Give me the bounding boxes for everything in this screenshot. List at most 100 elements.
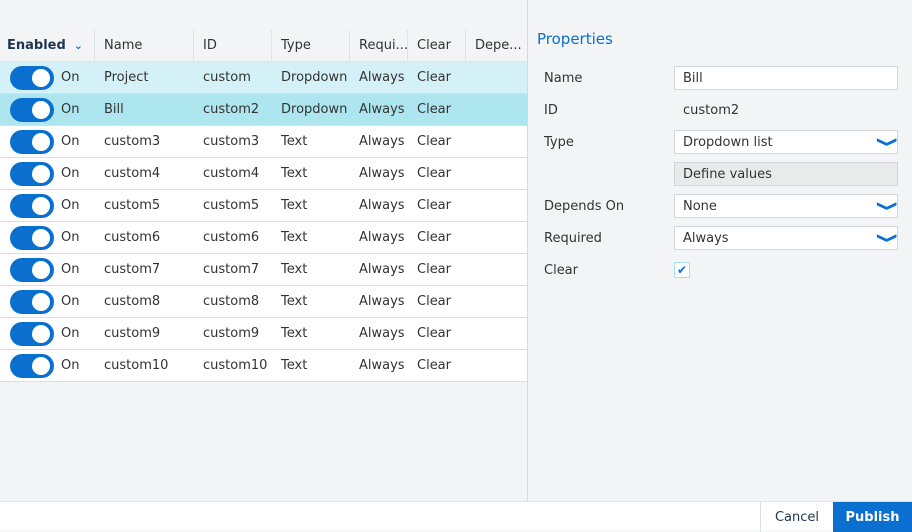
toggle-state: On <box>61 358 80 373</box>
column-header-clear[interactable]: Clear <box>408 30 466 61</box>
publish-button[interactable]: Publish <box>833 502 912 532</box>
toggle-state: On <box>61 262 80 277</box>
cell-required: Always <box>359 294 405 309</box>
toggle-state: On <box>61 134 80 149</box>
chevron-down-icon[interactable]: ⌄ <box>73 39 84 52</box>
cell-type: Text <box>281 198 308 213</box>
required-label: Required <box>544 230 602 246</box>
toggle-state: On <box>61 326 80 341</box>
cell-name: custom7 <box>104 262 161 277</box>
cell-clear: Clear <box>417 358 451 373</box>
cell-required: Always <box>359 262 405 277</box>
cell-clear: Clear <box>417 134 451 149</box>
cell-clear: Clear <box>417 326 451 341</box>
name-value: Bill <box>683 70 703 86</box>
toggle-state: On <box>61 166 80 181</box>
column-header-type[interactable]: Type <box>272 30 350 61</box>
enabled-toggle[interactable] <box>10 161 54 186</box>
properties-title: Properties <box>537 30 613 48</box>
column-header-name[interactable]: Name <box>95 30 194 61</box>
enabled-toggle[interactable] <box>10 193 54 218</box>
chevron-down-icon: ❯ <box>875 200 899 212</box>
required-select[interactable]: Always ❯ <box>674 226 898 250</box>
cell-id: custom5 <box>203 198 260 213</box>
cell-id: custom6 <box>203 230 260 245</box>
enabled-toggle[interactable] <box>10 321 54 346</box>
toggle-state: On <box>61 198 80 213</box>
table-row[interactable]: On custom4 custom4 Text Always Clear <box>0 158 527 190</box>
cell-name: Bill <box>104 102 124 117</box>
cell-clear: Clear <box>417 230 451 245</box>
enabled-toggle[interactable] <box>10 225 54 250</box>
custom-fields-table: Enabled ⌄ Name ID Type Requi... Clear Dep… <box>0 30 527 501</box>
type-value: Dropdown list <box>683 134 773 150</box>
cell-type: Text <box>281 358 308 373</box>
define-values-button[interactable]: Define values <box>674 162 898 186</box>
depends-on-label: Depends On <box>544 198 625 214</box>
cell-id: custom9 <box>203 326 260 341</box>
table-row[interactable]: On Project custom Dropdown Always Clear <box>0 62 527 94</box>
cell-required: Always <box>359 326 405 341</box>
cell-required: Always <box>359 358 405 373</box>
toggle-state: On <box>61 70 80 85</box>
id-value: custom2 <box>683 102 740 118</box>
cell-clear: Clear <box>417 166 451 181</box>
required-value: Always <box>683 230 729 246</box>
cell-clear: Clear <box>417 198 451 213</box>
pane-divider[interactable] <box>527 0 528 501</box>
cell-required: Always <box>359 134 405 149</box>
enabled-toggle[interactable] <box>10 257 54 282</box>
cell-type: Text <box>281 326 308 341</box>
depends-on-select[interactable]: None ❯ <box>674 194 898 218</box>
cell-required: Always <box>359 102 405 117</box>
cell-id: custom3 <box>203 134 260 149</box>
table-row[interactable]: On custom5 custom5 Text Always Clear <box>0 190 527 222</box>
chevron-down-icon: ❯ <box>875 136 899 148</box>
cell-required: Always <box>359 166 405 181</box>
table-row[interactable]: On custom9 custom9 Text Always Clear <box>0 318 527 350</box>
column-header-required[interactable]: Requi... <box>350 30 408 61</box>
name-label: Name <box>544 70 583 86</box>
cell-name: custom9 <box>104 326 161 341</box>
type-select[interactable]: Dropdown list ❯ <box>674 130 898 154</box>
clear-checkbox[interactable]: ✔ <box>674 262 690 278</box>
enabled-toggle[interactable] <box>10 97 54 122</box>
enabled-toggle[interactable] <box>10 289 54 314</box>
cell-id: custom8 <box>203 294 260 309</box>
name-input[interactable]: Bill <box>674 66 898 90</box>
cell-type: Text <box>281 166 308 181</box>
cell-required: Always <box>359 230 405 245</box>
cell-name: custom3 <box>104 134 161 149</box>
cell-name: custom4 <box>104 166 161 181</box>
cell-clear: Clear <box>417 70 451 85</box>
column-header-id[interactable]: ID <box>194 30 272 61</box>
table-row[interactable]: On custom8 custom8 Text Always Clear <box>0 286 527 318</box>
table-row[interactable]: On Bill custom2 Dropdown Always Clear <box>0 94 527 126</box>
enabled-toggle[interactable] <box>10 129 54 154</box>
cell-id: custom4 <box>203 166 260 181</box>
table-row[interactable]: On custom7 custom7 Text Always Clear <box>0 254 527 286</box>
cell-type: Dropdown <box>281 102 348 117</box>
cell-clear: Clear <box>417 102 451 117</box>
clear-label: Clear <box>544 262 578 278</box>
column-header-depends[interactable]: Depe... <box>475 38 522 53</box>
enabled-toggle[interactable] <box>10 353 54 378</box>
cancel-button[interactable]: Cancel <box>760 502 833 532</box>
type-label: Type <box>544 134 574 150</box>
cell-name: custom8 <box>104 294 161 309</box>
enabled-toggle[interactable] <box>10 65 54 90</box>
table-row[interactable]: On custom6 custom6 Text Always Clear <box>0 222 527 254</box>
cell-name: custom5 <box>104 198 161 213</box>
table-row[interactable]: On custom10 custom10 Text Always Clear <box>0 350 527 382</box>
table-row[interactable]: On custom3 custom3 Text Always Clear <box>0 126 527 158</box>
cell-name: Project <box>104 70 149 85</box>
footer-bar: Cancel Publish <box>0 501 912 532</box>
column-header-enabled[interactable]: Enabled ⌄ <box>0 30 95 61</box>
cell-name: custom6 <box>104 230 161 245</box>
cell-type: Text <box>281 230 308 245</box>
column-label: Enabled <box>7 38 66 53</box>
cell-id: custom <box>203 70 251 85</box>
cell-required: Always <box>359 70 405 85</box>
table-header: Enabled ⌄ Name ID Type Requi... Clear Dep… <box>0 30 527 62</box>
id-label: ID <box>544 102 558 118</box>
